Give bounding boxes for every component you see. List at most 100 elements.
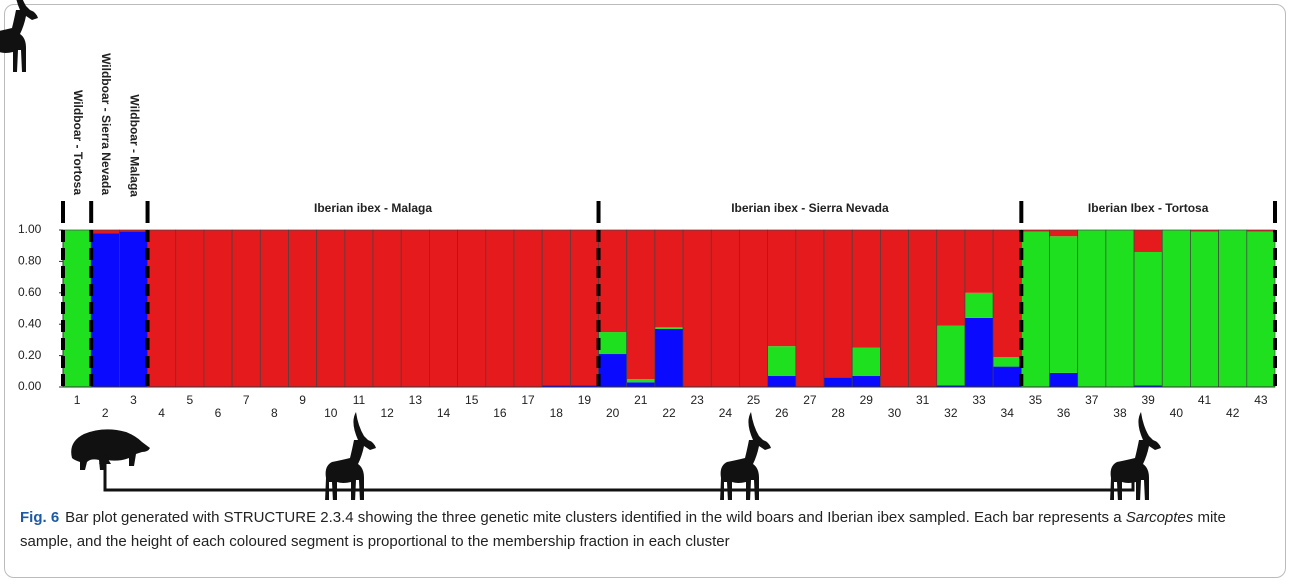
bar-segment: [852, 347, 881, 377]
bar-segment: [1162, 230, 1191, 387]
bar-segment: [936, 230, 965, 326]
x-tick-label: 7: [243, 393, 250, 407]
bar-segment: [993, 366, 1022, 387]
bar-segment: [598, 230, 627, 333]
bar-segment: [683, 230, 712, 387]
ibex-icon: [0, 0, 38, 72]
x-tick-label: 38: [1113, 406, 1127, 420]
x-tick-label: 11: [353, 393, 366, 407]
y-tick-label: 0.40: [18, 316, 42, 330]
bar-segment: [626, 379, 655, 383]
bar-segment: [232, 230, 261, 387]
bar-segment: [654, 328, 684, 387]
bar-segment: [767, 230, 796, 347]
y-tick-label: 1.00: [18, 222, 42, 236]
group-label: Wildboar - Tortosa: [71, 90, 85, 195]
bar-segment: [485, 230, 514, 387]
bar-segment: [457, 230, 486, 387]
bar-segment: [767, 346, 796, 377]
x-tick-label: 4: [158, 406, 165, 420]
arrow-line: [103, 462, 1135, 492]
x-tick-label: 17: [521, 393, 535, 407]
bar-segment: [739, 230, 768, 387]
caption: Fig. 6 Bar plot generated with STRUCTURE …: [20, 506, 1278, 554]
boar-icon: [71, 429, 150, 470]
bar-segment: [344, 230, 374, 387]
bar-segment: [1021, 230, 1050, 232]
bar-segment: [964, 292, 994, 318]
x-tick-label: 31: [916, 393, 930, 407]
x-tick-label: 16: [493, 406, 507, 420]
x-tick-label: 19: [578, 393, 592, 407]
x-tick-label: 20: [606, 406, 620, 420]
x-tick-label: 35: [1029, 393, 1043, 407]
bar-segment: [288, 230, 317, 387]
bar-segment: [964, 230, 994, 293]
x-tick-label: 13: [409, 393, 423, 407]
bar-segment: [824, 230, 853, 378]
bar-segment: [993, 357, 1022, 367]
group-label: Wildboar - Malaga: [127, 94, 141, 197]
caption-italic: Sarcoptes: [1125, 509, 1194, 526]
bar-segment: [852, 230, 881, 348]
bar-segment: [91, 230, 120, 234]
bar-segment: [598, 332, 627, 355]
bar-segment: [1190, 230, 1219, 232]
bar-segment: [1134, 230, 1163, 252]
bar-segment: [767, 376, 796, 387]
x-tick-label: 14: [437, 406, 451, 420]
bar-segment: [260, 230, 289, 387]
bar-segment: [119, 231, 148, 387]
x-tick-label: 26: [775, 406, 789, 420]
x-tick-label: 5: [186, 393, 193, 407]
x-tick-label: 40: [1170, 406, 1184, 420]
bar-segment: [1134, 251, 1163, 386]
bar-segment: [626, 230, 655, 380]
bar-segment: [1049, 230, 1078, 237]
x-tick-label: 2: [102, 406, 109, 420]
y-tick-label: 0.00: [18, 379, 42, 393]
bar-segment: [175, 230, 204, 387]
bar-segment: [711, 230, 740, 387]
x-tick-label: 42: [1226, 406, 1240, 420]
x-tick-label: 10: [324, 406, 338, 420]
x-tick-label: 15: [465, 393, 479, 407]
bar-segment: [570, 385, 599, 387]
bar-segment: [598, 354, 627, 387]
x-tick-label: 18: [550, 406, 564, 420]
bar-segment: [373, 230, 402, 387]
bar-segment: [824, 377, 853, 387]
bar-segment: [542, 230, 571, 386]
group-label: Wildboar - Sierra Nevada: [99, 53, 113, 195]
bar-segment: [119, 230, 148, 232]
bar-segment: [852, 376, 881, 387]
bar-segment: [570, 230, 599, 386]
bar-segment: [401, 230, 430, 387]
bar-segment: [964, 317, 994, 387]
bar-segment: [654, 327, 684, 329]
frame: [4, 4, 1286, 578]
caption-text: mite sample, and the height of each colo…: [20, 509, 1226, 550]
y-tick-label: 0.80: [18, 254, 42, 268]
bar-segment: [1077, 230, 1106, 387]
arrow: [103, 462, 1135, 492]
x-tick-label: 32: [944, 406, 958, 420]
x-tick-label: 27: [803, 393, 817, 407]
bar-segment: [626, 382, 655, 387]
icons: [0, 0, 1161, 500]
bar-segment: [1218, 230, 1247, 387]
x-tick-label: 3: [130, 393, 137, 407]
x-tick-label: 1: [74, 393, 81, 407]
x-tick-label: 33: [972, 393, 986, 407]
bar-segment: [1190, 231, 1219, 387]
y-tick-label: 0.60: [18, 285, 42, 299]
x-tick-label: 39: [1141, 393, 1155, 407]
bar-segment: [1246, 230, 1275, 232]
x-tick-label: 12: [380, 406, 394, 420]
bar-segment: [1049, 372, 1078, 387]
bar-segment: [654, 230, 684, 328]
bar-segment: [936, 325, 965, 386]
bar-segment: [91, 233, 120, 387]
bar-segment: [908, 230, 937, 387]
